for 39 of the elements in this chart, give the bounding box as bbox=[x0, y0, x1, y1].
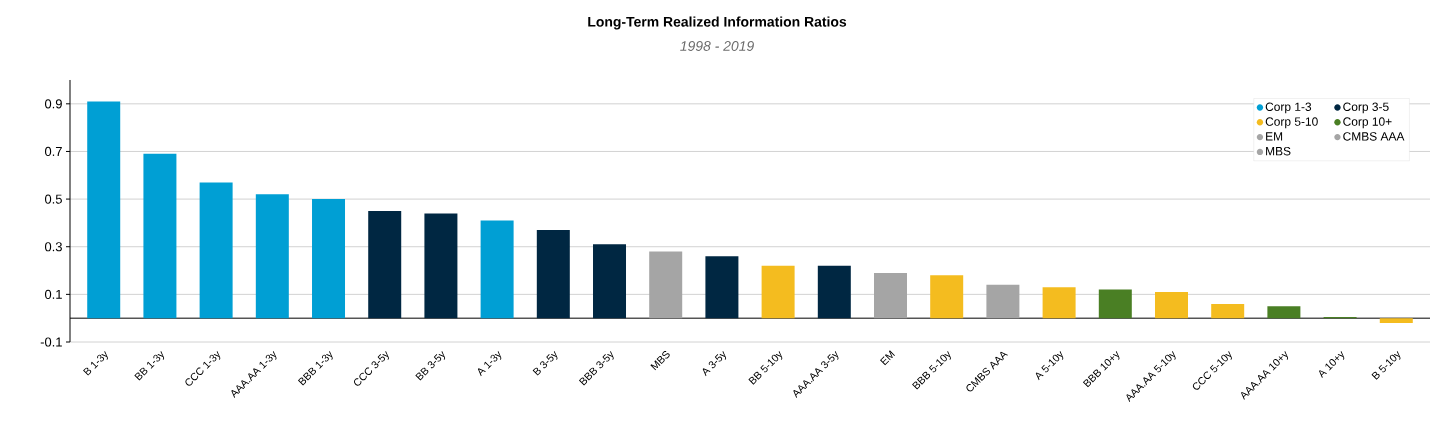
bar bbox=[424, 213, 458, 319]
bar bbox=[593, 244, 627, 319]
bar bbox=[649, 251, 683, 319]
y-tick-label: -0.1 bbox=[40, 337, 62, 347]
legend-label: EM bbox=[1266, 132, 1283, 141]
chart-title: Long-Term Realized Information Ratios bbox=[588, 16, 847, 30]
bar bbox=[1155, 291, 1188, 319]
bar bbox=[817, 265, 851, 319]
bar bbox=[87, 101, 121, 319]
legend-label: Corp 1-3 bbox=[1265, 102, 1312, 114]
bar bbox=[761, 265, 795, 319]
y-tick-label: 0.1 bbox=[44, 289, 62, 299]
y-tick-label: 0.9 bbox=[44, 99, 62, 109]
bar bbox=[312, 199, 346, 319]
bar bbox=[199, 182, 233, 319]
bar bbox=[1098, 289, 1132, 319]
bar bbox=[986, 284, 1020, 319]
legend-label: Corp 5-10 bbox=[1265, 117, 1318, 129]
y-tick-label: 0.5 bbox=[44, 194, 62, 204]
bar bbox=[1211, 303, 1245, 319]
x-tick-label: EM bbox=[880, 350, 895, 366]
bar bbox=[1042, 287, 1076, 319]
legend-label: Corp 3-5 bbox=[1343, 102, 1389, 114]
bar bbox=[255, 194, 289, 319]
bar bbox=[480, 220, 514, 319]
legend-label: MBS bbox=[1266, 147, 1291, 156]
y-tick-label: 0.7 bbox=[44, 146, 62, 157]
bar bbox=[536, 230, 570, 319]
chart-subtitle: 1998 - 2019 bbox=[680, 41, 754, 51]
legend-label: CMBS AAA bbox=[1343, 132, 1405, 141]
bar bbox=[930, 275, 964, 319]
bar bbox=[143, 153, 177, 319]
bar bbox=[1267, 306, 1301, 319]
bar bbox=[874, 272, 907, 319]
y-tick-label: 0.3 bbox=[44, 242, 62, 252]
bar bbox=[368, 211, 402, 319]
bar bbox=[1379, 318, 1413, 323]
bar bbox=[705, 256, 739, 319]
legend-label: Corp 10+ bbox=[1343, 117, 1392, 129]
